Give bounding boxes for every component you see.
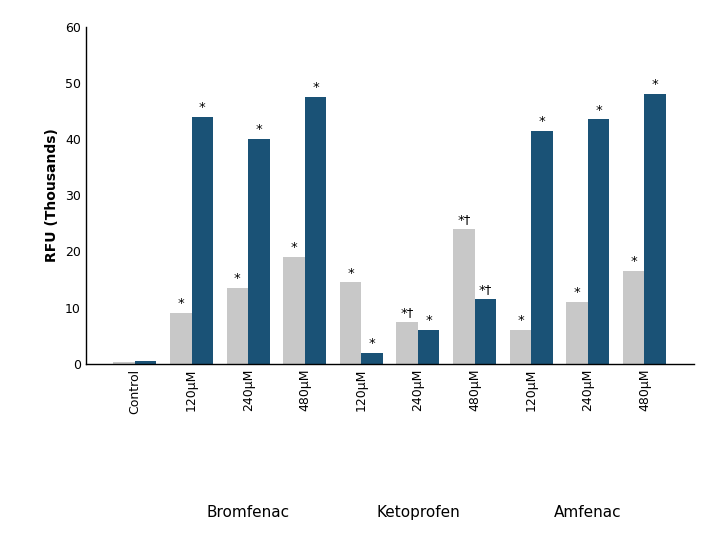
Text: Amfenac: Amfenac <box>554 506 621 521</box>
Text: *†: *† <box>478 284 492 296</box>
Bar <box>475 299 496 364</box>
Text: *: * <box>312 81 319 94</box>
Bar <box>170 313 192 364</box>
Text: *: * <box>595 104 602 117</box>
Text: *†: *† <box>400 306 414 319</box>
Text: *: * <box>652 78 659 91</box>
Text: *†: *† <box>457 213 470 226</box>
Bar <box>283 257 305 364</box>
Text: *: * <box>369 337 375 350</box>
Text: *: * <box>573 286 581 299</box>
Y-axis label: RFU (Thousands): RFU (Thousands) <box>45 128 59 262</box>
Bar <box>135 361 157 364</box>
Text: *: * <box>347 266 354 279</box>
Text: *: * <box>538 115 546 128</box>
Text: *: * <box>177 297 184 310</box>
Bar <box>227 288 248 364</box>
Bar <box>510 330 531 364</box>
Text: *: * <box>425 314 432 327</box>
Bar <box>397 322 418 364</box>
Bar <box>644 94 666 364</box>
Bar <box>192 117 213 364</box>
Text: *: * <box>517 314 524 327</box>
Text: Ketoprofen: Ketoprofen <box>376 506 460 521</box>
Bar <box>361 353 383 364</box>
Bar <box>305 97 326 364</box>
Bar <box>531 131 553 364</box>
Text: *: * <box>199 101 206 114</box>
Bar <box>453 229 475 364</box>
Bar <box>566 302 588 364</box>
Text: *: * <box>290 241 297 254</box>
Text: *: * <box>234 272 241 285</box>
Text: *: * <box>631 255 637 269</box>
Bar <box>248 139 270 364</box>
Bar <box>623 271 644 364</box>
Text: *: * <box>255 123 262 136</box>
Bar <box>114 362 135 364</box>
Bar <box>418 330 440 364</box>
Text: Bromfenac: Bromfenac <box>207 506 290 521</box>
Bar <box>588 119 609 364</box>
Bar <box>340 282 361 364</box>
